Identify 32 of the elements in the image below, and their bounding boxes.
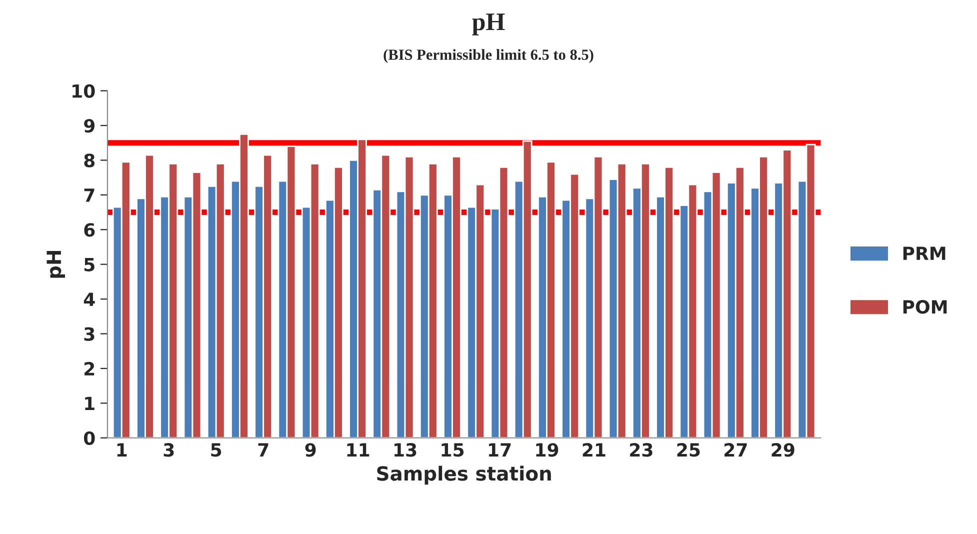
x-tick-label: 1: [117, 443, 127, 456]
y-tick-label: 4: [84, 292, 95, 306]
x-tick-label: 29: [772, 443, 794, 457]
y-tick-label: 9: [84, 118, 95, 133]
y-tick-label: 0: [84, 431, 95, 445]
y-tick-label: 1: [85, 396, 94, 410]
x-axis-title: Samples station: [377, 466, 551, 485]
y-tick-label: 7: [84, 188, 94, 202]
chart-title: pH: [472, 14, 505, 36]
y-tick-label: 6: [84, 223, 95, 237]
y-tick-label: 5: [84, 258, 94, 272]
x-tick-label: 5: [211, 443, 222, 457]
x-tick-label: 25: [677, 443, 700, 457]
x-tick-label: 11: [347, 443, 370, 456]
x-tick-label: 9: [305, 443, 316, 457]
x-tick-label: 17: [488, 443, 511, 456]
legend-label: PRM: [903, 246, 946, 260]
x-tick-label: 27: [724, 443, 747, 456]
x-tick-label: 19: [536, 443, 558, 457]
y-tick-label: 3: [84, 327, 94, 341]
x-tick-label: 15: [442, 443, 464, 457]
chart-subtitle: (BIS Permissible limit 6.5 to 8.5): [384, 49, 594, 63]
x-tick-label: 13: [394, 443, 416, 457]
x-tick-label: 7: [258, 443, 268, 456]
y-tick-label: 10: [72, 84, 95, 98]
legend-label: POM: [903, 300, 947, 314]
x-tick-label: 21: [582, 443, 606, 456]
y-tick-label: 8: [84, 154, 95, 168]
y-axis-title: pH: [46, 251, 65, 278]
y-tick-label: 2: [84, 362, 94, 376]
x-tick-label: 23: [630, 443, 652, 457]
x-tick-label: 3: [164, 443, 174, 457]
